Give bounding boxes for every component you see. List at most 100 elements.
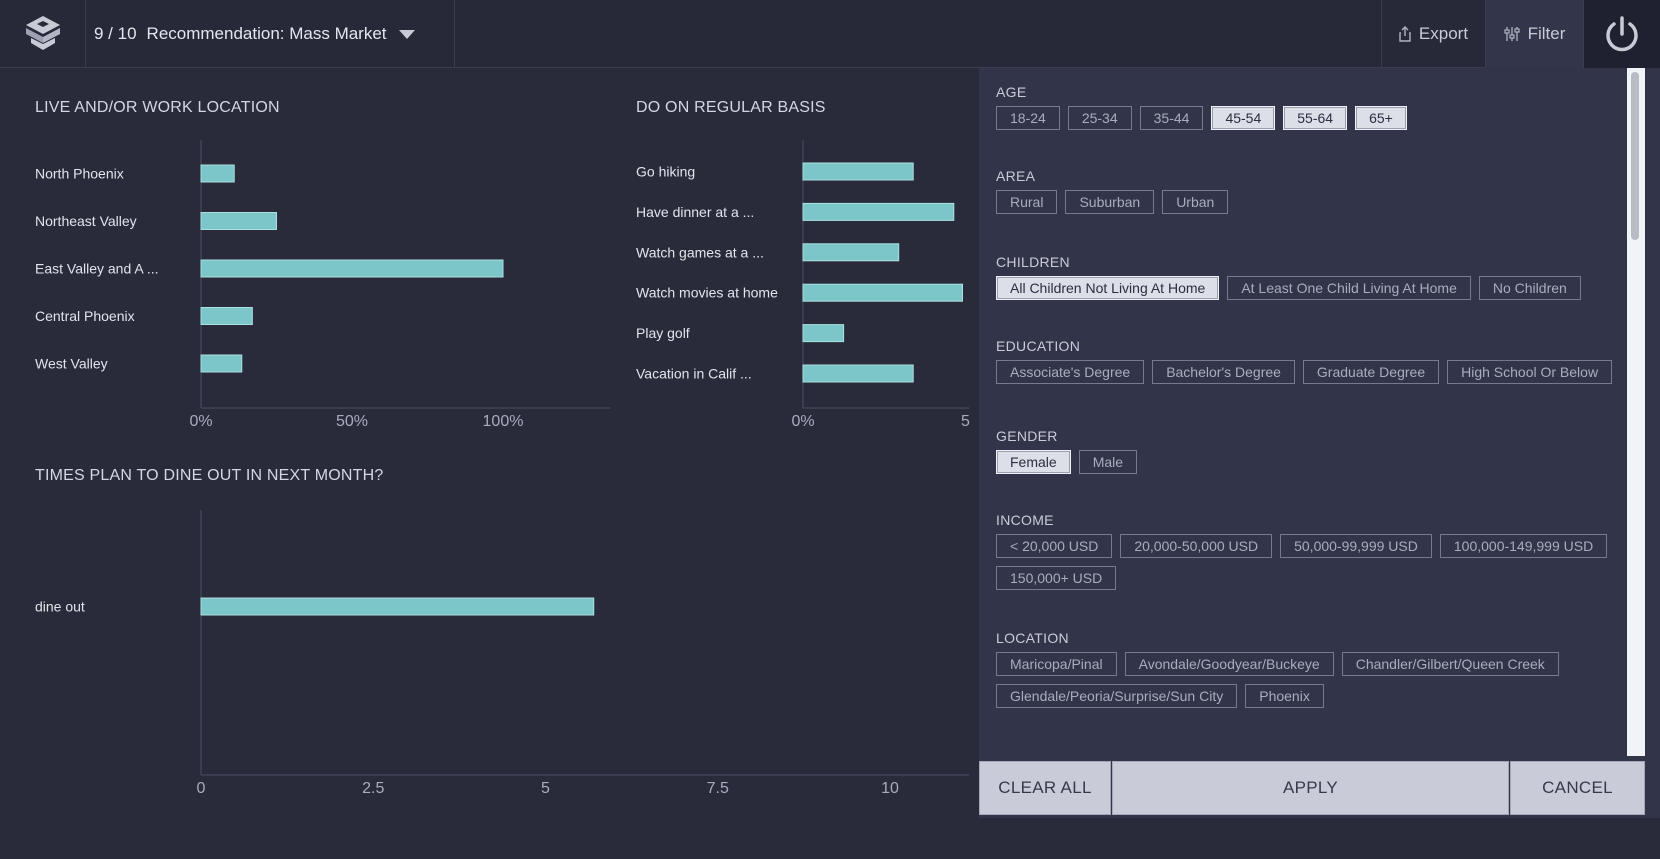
top-bar: 9 / 10 Recommendation: Mass Market Expor… bbox=[0, 0, 1660, 68]
filter-chip[interactable]: Avondale/Goodyear/Buckeye bbox=[1124, 652, 1334, 676]
filter-chip[interactable]: All Children Not Living At Home bbox=[996, 276, 1220, 300]
filter-chip[interactable]: High School Or Below bbox=[1447, 360, 1613, 384]
tick-label: 10 bbox=[881, 780, 899, 797]
tick-label: 0% bbox=[791, 413, 814, 430]
filter-section-gender: GENDER Female Male bbox=[996, 428, 1627, 474]
power-icon bbox=[1606, 16, 1638, 52]
filter-chip[interactable]: 25-34 bbox=[1067, 106, 1132, 130]
filter-chip[interactable]: No Children bbox=[1478, 276, 1581, 300]
bar bbox=[200, 259, 504, 278]
filter-options: < 20,000 USD 20,000-50,000 USD 50,000-99,9… bbox=[996, 534, 1616, 590]
filter-section-income: INCOME < 20,000 USD 20,000-50,000 USD 50,00… bbox=[996, 512, 1627, 590]
filter-section-title: LOCATION bbox=[996, 630, 1069, 646]
filter-list[interactable]: AGE 18-24 25-34 35-44 45-54 55-64 65+ AREA Rural… bbox=[979, 68, 1627, 756]
filter-chip[interactable]: Female bbox=[996, 450, 1071, 474]
filter-section-title: AGE bbox=[996, 84, 1027, 100]
tick-label: 5 bbox=[961, 413, 970, 430]
category-label: Watch movies at home bbox=[636, 285, 778, 301]
filter-chip[interactable]: 35-44 bbox=[1139, 106, 1204, 130]
filter-section-age: AGE 18-24 25-34 35-44 45-54 55-64 65+ bbox=[996, 84, 1627, 130]
tick-label: 0% bbox=[189, 413, 212, 430]
filter-chip[interactable]: 150,000+ USD bbox=[996, 566, 1117, 590]
filter-section-title: CHILDREN bbox=[996, 254, 1070, 270]
apply-button[interactable]: APPLY bbox=[1112, 761, 1509, 815]
logo[interactable] bbox=[0, 0, 86, 68]
filter-section-area: AREA Rural Suburban Urban bbox=[996, 168, 1627, 214]
bar bbox=[802, 283, 963, 302]
filter-chip[interactable]: < 20,000 USD bbox=[996, 534, 1113, 558]
cube-stack-icon bbox=[25, 16, 60, 50]
filter-chip[interactable]: Graduate Degree bbox=[1302, 360, 1440, 384]
category-label: Vacation in Calif ... bbox=[636, 366, 752, 382]
location-bar-chart: North Phoenix Northeast Valley East Valley… bbox=[35, 140, 610, 430]
category-label: Go hiking bbox=[636, 164, 695, 180]
dine-out-bar-chart: dine out 0 2.5 5 7.5 10 bbox=[35, 510, 969, 797]
filter-chip[interactable]: Urban bbox=[1162, 190, 1229, 214]
filter-chip[interactable]: 55-64 bbox=[1283, 106, 1348, 130]
bar bbox=[200, 597, 595, 616]
bar bbox=[802, 364, 914, 383]
filter-chip[interactable]: 65+ bbox=[1355, 106, 1407, 130]
category-label: Northeast Valley bbox=[35, 213, 137, 229]
category-label: Central Phoenix bbox=[35, 308, 135, 324]
filter-options: Associate's Degree Bachelor's Degree Gradu… bbox=[996, 360, 1616, 384]
chart-title-dine: TIMES PLAN TO DINE OUT IN NEXT MONTH? bbox=[35, 467, 384, 484]
filter-section-title: INCOME bbox=[996, 512, 1054, 528]
bar bbox=[200, 164, 235, 183]
chart-title-location: LIVE AND/OR WORK LOCATION bbox=[35, 99, 280, 116]
export-label: Export bbox=[1418, 24, 1469, 43]
filter-chip[interactable]: Bachelor's Degree bbox=[1152, 360, 1295, 384]
category-label: dine out bbox=[35, 599, 85, 615]
filter-chip[interactable]: Glendale/Peoria/Surprise/Sun City bbox=[996, 684, 1238, 708]
bar bbox=[802, 324, 845, 343]
bar bbox=[200, 212, 277, 230]
filter-scrollbar[interactable] bbox=[1627, 68, 1645, 756]
tick-label: 50% bbox=[336, 413, 368, 430]
filter-chip[interactable]: Maricopa/Pinal bbox=[996, 652, 1117, 676]
category-label: Watch games at a ... bbox=[636, 244, 764, 260]
filter-chip[interactable]: 50,000-99,999 USD bbox=[1280, 534, 1432, 558]
bar bbox=[802, 202, 955, 221]
export-icon bbox=[1399, 26, 1411, 42]
cancel-button[interactable]: CANCEL bbox=[1510, 761, 1645, 815]
export-button[interactable]: Export bbox=[1381, 0, 1485, 68]
scrollbar-thumb[interactable] bbox=[1631, 72, 1639, 240]
power-button[interactable] bbox=[1583, 0, 1660, 68]
tick-label: 0 bbox=[197, 780, 206, 797]
category-label: West Valley bbox=[35, 356, 108, 372]
filter-chip[interactable]: 20,000-50,000 USD bbox=[1120, 534, 1273, 558]
sliders-icon bbox=[1504, 27, 1520, 41]
tick-label: 100% bbox=[483, 413, 524, 430]
filter-chip[interactable]: 100,000-149,999 USD bbox=[1439, 534, 1608, 558]
filter-chip[interactable]: Suburban bbox=[1065, 190, 1155, 214]
filter-options: Female Male bbox=[996, 450, 1616, 474]
filter-chip[interactable]: Male bbox=[1078, 450, 1138, 474]
filter-options: Rural Suburban Urban bbox=[996, 190, 1616, 214]
filter-chip[interactable]: Chandler/Gilbert/Queen Creek bbox=[1341, 652, 1559, 676]
filter-button[interactable]: Filter bbox=[1485, 0, 1583, 68]
filter-options: 18-24 25-34 35-44 45-54 55-64 65+ bbox=[996, 106, 1616, 130]
filter-chip[interactable]: Phoenix bbox=[1245, 684, 1324, 708]
tick-label: 7.5 bbox=[707, 780, 729, 797]
filter-chip[interactable]: 45-54 bbox=[1211, 106, 1276, 130]
filter-section-title: EDUCATION bbox=[996, 338, 1081, 354]
filter-chip[interactable]: 18-24 bbox=[996, 106, 1060, 130]
tick-label: 5 bbox=[541, 780, 550, 797]
category-label: Play golf bbox=[636, 325, 690, 341]
clear-all-button[interactable]: CLEAR ALL bbox=[979, 761, 1111, 815]
filter-chip[interactable]: Associate's Degree bbox=[996, 360, 1145, 384]
filter-section-education: EDUCATION Associate's Degree Bachelor's De… bbox=[996, 338, 1627, 384]
category-label: Have dinner at a ... bbox=[636, 204, 754, 220]
chart-title-regular: DO ON REGULAR BASIS bbox=[636, 99, 826, 116]
recommendation-selector[interactable]: 9 / 10 Recommendation: Mass Market bbox=[86, 0, 455, 68]
regular-basis-bar-chart: Go hiking Have dinner at a ... Watch games… bbox=[636, 140, 970, 430]
filter-chip[interactable]: At Least One Child Living At Home bbox=[1227, 276, 1471, 300]
page-index: 9 / 10 bbox=[94, 24, 137, 43]
caret-down-icon bbox=[398, 29, 415, 39]
bar bbox=[200, 307, 253, 325]
filter-label: Filter bbox=[1527, 24, 1566, 43]
bar bbox=[200, 354, 243, 373]
bar bbox=[802, 162, 914, 181]
filter-section-children: CHILDREN All Children Not Living At Home A… bbox=[996, 254, 1627, 300]
filter-chip[interactable]: Rural bbox=[996, 190, 1058, 214]
